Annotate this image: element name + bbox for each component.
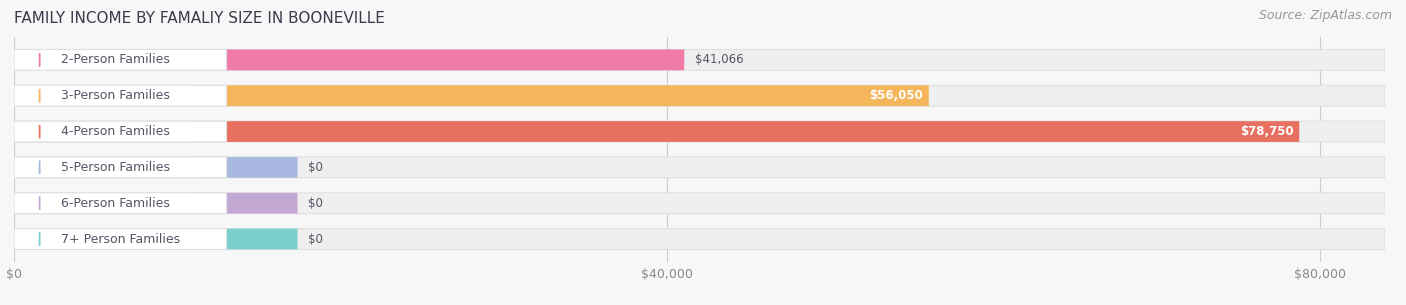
- Text: 2-Person Families: 2-Person Families: [60, 53, 170, 66]
- FancyBboxPatch shape: [14, 157, 226, 178]
- FancyBboxPatch shape: [194, 85, 929, 106]
- Text: $0: $0: [308, 197, 323, 210]
- Text: 3-Person Families: 3-Person Families: [60, 89, 170, 102]
- Text: 5-Person Families: 5-Person Families: [60, 161, 170, 174]
- Text: $78,750: $78,750: [1240, 125, 1294, 138]
- FancyBboxPatch shape: [14, 85, 1385, 106]
- FancyBboxPatch shape: [194, 193, 298, 213]
- FancyBboxPatch shape: [14, 49, 226, 70]
- FancyBboxPatch shape: [14, 157, 1385, 178]
- Text: $0: $0: [308, 232, 323, 246]
- FancyBboxPatch shape: [14, 121, 1385, 142]
- Text: 6-Person Families: 6-Person Families: [60, 197, 170, 210]
- FancyBboxPatch shape: [14, 229, 226, 249]
- Text: FAMILY INCOME BY FAMALIY SIZE IN BOONEVILLE: FAMILY INCOME BY FAMALIY SIZE IN BOONEVI…: [14, 11, 385, 26]
- Text: Source: ZipAtlas.com: Source: ZipAtlas.com: [1258, 9, 1392, 22]
- Text: $0: $0: [308, 161, 323, 174]
- Text: $41,066: $41,066: [695, 53, 744, 66]
- FancyBboxPatch shape: [14, 121, 226, 142]
- FancyBboxPatch shape: [14, 193, 226, 213]
- FancyBboxPatch shape: [14, 193, 1385, 213]
- Text: 7+ Person Families: 7+ Person Families: [60, 232, 180, 246]
- FancyBboxPatch shape: [194, 157, 298, 178]
- Text: 4-Person Families: 4-Person Families: [60, 125, 170, 138]
- FancyBboxPatch shape: [14, 85, 226, 106]
- FancyBboxPatch shape: [14, 229, 1385, 249]
- Text: $56,050: $56,050: [869, 89, 924, 102]
- FancyBboxPatch shape: [194, 49, 685, 70]
- FancyBboxPatch shape: [14, 49, 1385, 70]
- FancyBboxPatch shape: [194, 229, 298, 249]
- FancyBboxPatch shape: [194, 121, 1299, 142]
